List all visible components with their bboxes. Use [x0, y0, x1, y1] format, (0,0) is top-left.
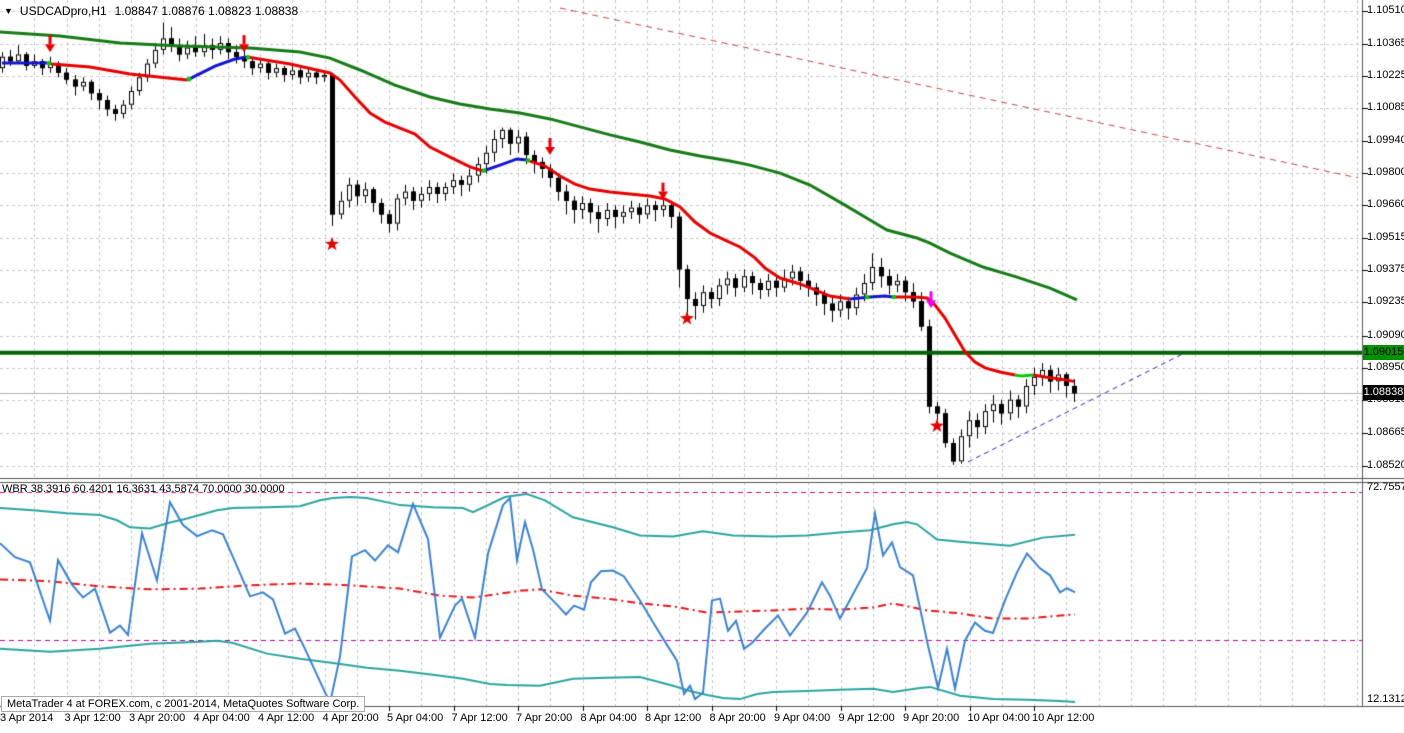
time-axis-label: 3 Apr 12:00: [64, 712, 121, 724]
time-axis-label: 9 Apr 04:00: [774, 712, 831, 724]
time-axis-label: 4 Apr 20:00: [322, 712, 379, 724]
indicator-min-label: 12.1312: [1367, 693, 1404, 705]
time-axis-label: 9 Apr 12:00: [838, 712, 895, 724]
copyright-label: MetaTrader 4 at FOREX.com, c 2001-2014, …: [1, 696, 366, 712]
current-price-badge: 1.08838: [1363, 385, 1404, 401]
time-axis-label: 4 Apr 12:00: [258, 712, 315, 724]
time-axis-label: 10 Apr 04:00: [967, 712, 1030, 724]
time-axis-label: 9 Apr 20:00: [903, 712, 960, 724]
ohlc-quote-label: 1.08847 1.08876 1.08823 1.08838: [114, 4, 299, 18]
price-axis-label: 1.10365: [1367, 37, 1404, 50]
time-axis-label: 8 Apr 04:00: [580, 712, 637, 724]
chart-title: ▼ USDCADpro,H1 1.08847 1.08876 1.08823 1.0…: [4, 4, 298, 18]
price-axis-label: 1.09940: [1367, 134, 1404, 147]
price-axis-label: 1.10225: [1367, 69, 1404, 82]
price-axis-label: 1.09660: [1367, 198, 1404, 211]
price-axis-label: 1.08520: [1367, 458, 1404, 471]
price-axis-label: 1.09800: [1367, 166, 1404, 179]
time-axis-label: 5 Apr 04:00: [387, 712, 444, 724]
price-axis-label: 1.08665: [1367, 425, 1404, 438]
time-axis-label: 8 Apr 20:00: [709, 712, 766, 724]
price-axis-label: 1.09090: [1367, 328, 1404, 341]
time-axis-label: 4 Apr 04:00: [193, 712, 250, 724]
price-axis-label: 1.09515: [1367, 231, 1404, 244]
price-axis-label: 1.10510: [1367, 4, 1404, 16]
price-axis-label: 1.09375: [1367, 263, 1404, 276]
time-axis-label: 7 Apr 12:00: [451, 712, 508, 724]
price-axis-label: 1.09235: [1367, 295, 1404, 308]
time-axis-label: 7 Apr 20:00: [516, 712, 573, 724]
symbol-period-label: USDCADpro,H1: [19, 4, 107, 18]
time-axis-label: 8 Apr 12:00: [645, 712, 702, 724]
price-axis-label: 1.10085: [1367, 101, 1404, 114]
time-axis-label: 3 Apr 2014: [0, 712, 54, 724]
indicator-label: WBR 38.3916 60.4201 16.3631 43.5874 70.0…: [2, 483, 285, 495]
indicator-max-label: 72.7557: [1367, 481, 1404, 493]
price-axis-label: 1.08950: [1367, 360, 1404, 373]
hline-price-badge: 1.09015: [1363, 344, 1404, 360]
time-axis-label: 3 Apr 20:00: [129, 712, 186, 724]
chart-dropdown-icon[interactable]: ▼: [4, 6, 13, 16]
time-axis-label: 10 Apr 12:00: [1032, 712, 1095, 724]
